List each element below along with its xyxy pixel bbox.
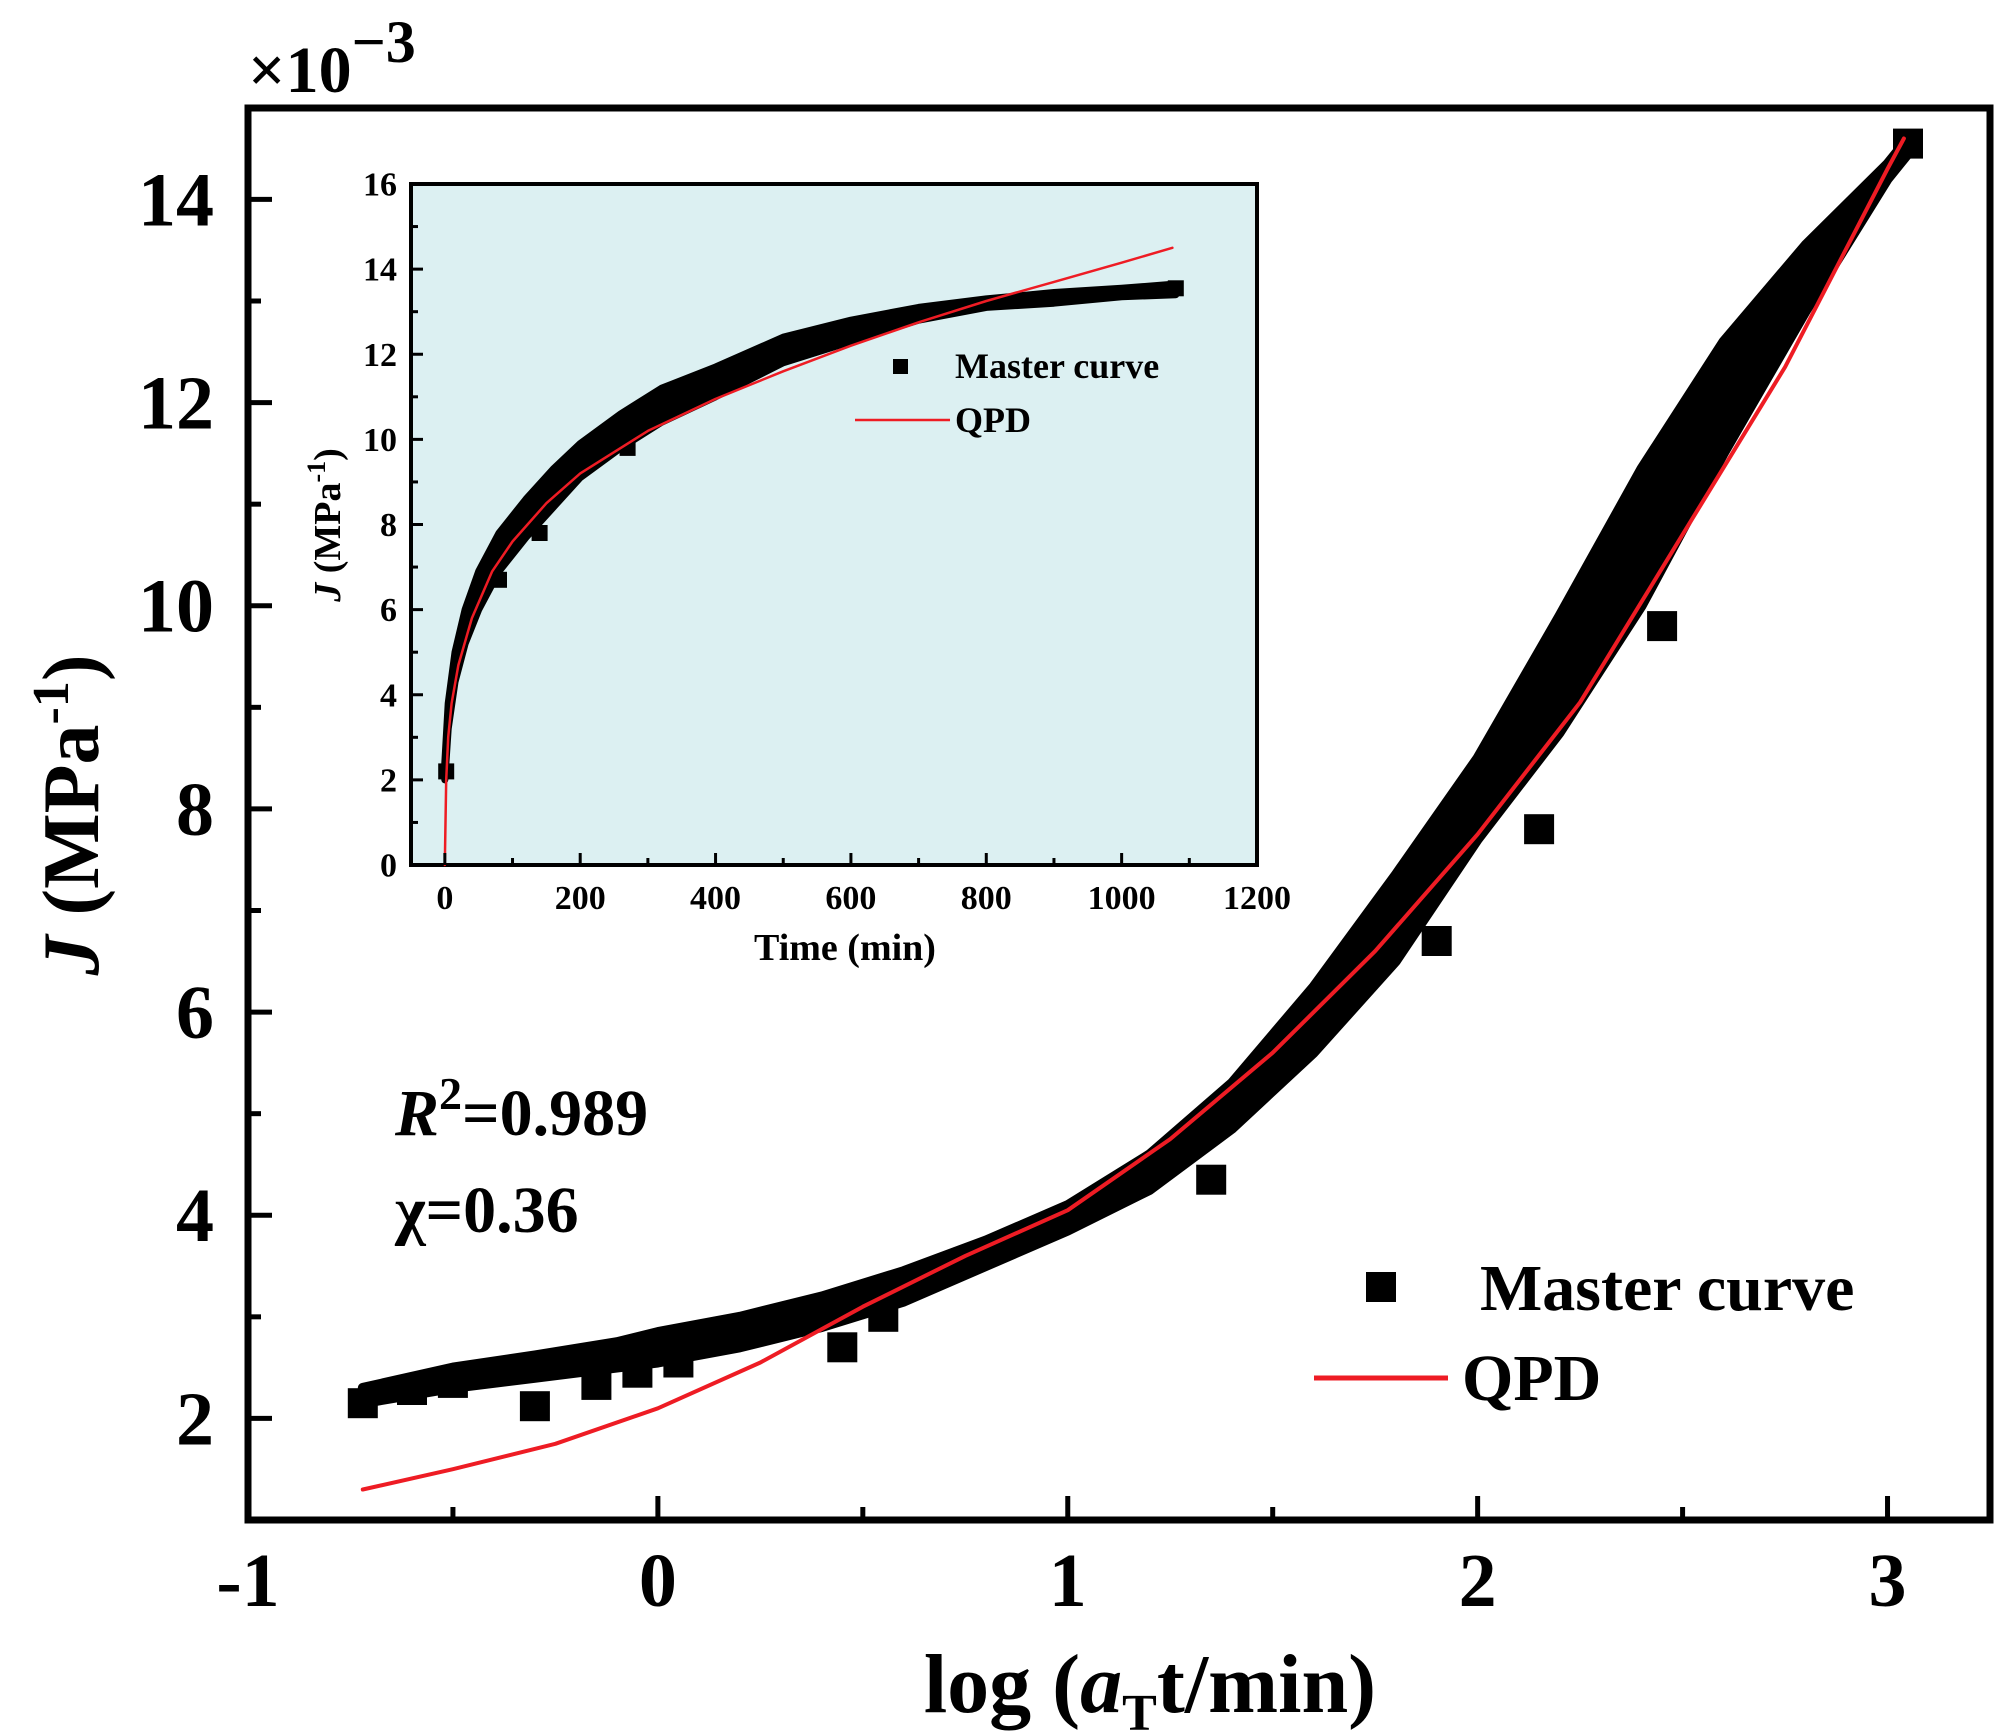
main-legend-label-qpd: QPD xyxy=(1462,1342,1601,1415)
inset-qpd-line xyxy=(443,246,1174,867)
main-qpd-line xyxy=(360,136,1906,1492)
main-master-curve-point xyxy=(1647,611,1678,642)
multiplier-prefix: ×10 xyxy=(248,34,352,107)
main-master-curve-point xyxy=(1196,1164,1227,1195)
main-x-tick-label: 3 xyxy=(1869,1539,1907,1623)
main-y-tick-label: 12 xyxy=(138,361,214,445)
inset-x-tick-label: 200 xyxy=(555,880,606,917)
inset-x-tick-label: 0 xyxy=(436,880,453,917)
main-master-curve-point xyxy=(1524,814,1555,845)
inset-master-curve-point xyxy=(619,439,636,456)
multiplier-exponent: −3 xyxy=(352,9,416,75)
inset-master-curve-point xyxy=(491,571,507,588)
main-y-axis: 2 4 6 8 10 12 14 xyxy=(138,158,272,1461)
main-master-curve-point xyxy=(622,1357,653,1388)
main-y-tick-label: 2 xyxy=(176,1377,214,1461)
inset-y-tick-label: 14 xyxy=(363,252,397,289)
inset-y-axis-label: J (MPa-1) xyxy=(302,448,349,603)
main-qpd-curve xyxy=(360,136,1906,1492)
main-x-axis-label: log (aTt/min) xyxy=(924,1638,1376,1733)
main-legend: Master curve QPD xyxy=(1314,1252,1854,1415)
main-x-tick-label: 2 xyxy=(1459,1539,1497,1623)
main-x-tick-label: 1 xyxy=(1049,1539,1087,1623)
inset-x-tick-label: 1200 xyxy=(1223,880,1291,917)
main-y-tick-label: 6 xyxy=(176,971,214,1055)
inset-y-tick-label: 12 xyxy=(363,337,397,374)
inset-x-axis-label: Time (min) xyxy=(754,927,936,969)
main-y-tick-label: 8 xyxy=(176,768,214,852)
main-master-curve-point xyxy=(519,1391,550,1422)
main-master-curve-point xyxy=(437,1367,468,1398)
inset-x-tick-label: 600 xyxy=(825,880,876,917)
r-squared-annotation: R2=0.989 xyxy=(394,1068,648,1150)
main-master-curve-point xyxy=(827,1332,858,1363)
main-y-tick-label: 14 xyxy=(138,158,214,242)
inset-x-axis: 0 200 400 600 800 1000 1200 xyxy=(436,853,1291,917)
inset-y-tick-label: 2 xyxy=(380,762,397,799)
inset-qpd-curve xyxy=(443,246,1174,867)
inset-x-tick-label: 400 xyxy=(690,880,741,917)
inset-y-axis: 0 2 4 6 8 10 12 14 16 xyxy=(363,167,423,885)
main-master-curve-point xyxy=(868,1301,899,1332)
inset-legend-label-master-curve: Master curve xyxy=(955,346,1159,386)
inset-x-tick-label: 1000 xyxy=(1088,880,1156,917)
inset-x-tick-label: 800 xyxy=(961,880,1012,917)
inset-plot: 0 200 400 600 800 1000 1200 0 2 4 6 8 10 12 14 16 Time… xyxy=(302,167,1291,969)
inset-y-tick-label: 4 xyxy=(380,677,397,714)
inset-master-curve-point xyxy=(531,525,548,541)
y-axis-multiplier: ×10−3 xyxy=(248,9,416,107)
main-master-curve-point xyxy=(663,1347,694,1378)
inset-legend: Master curve QPD xyxy=(855,346,1159,440)
inset-legend-label-qpd: QPD xyxy=(955,400,1031,440)
main-x-tick-label: -1 xyxy=(216,1539,279,1623)
inset-master-curve-point xyxy=(1167,280,1184,297)
inset-y-tick-label: 16 xyxy=(363,167,397,204)
inset-legend-marker xyxy=(893,359,908,374)
main-y-tick-label: 10 xyxy=(138,565,214,649)
main-legend-label-master-curve: Master curve xyxy=(1480,1252,1854,1325)
main-master-curve-point xyxy=(581,1369,612,1400)
main-master-curve-markers xyxy=(347,128,1923,1422)
main-master-curve-point xyxy=(1421,926,1452,956)
main-y-tick-label: 4 xyxy=(176,1174,214,1258)
inset-y-tick-label: 8 xyxy=(380,507,397,544)
inset-y-tick-label: 6 xyxy=(380,592,397,629)
main-x-axis: -1 0 1 2 3 xyxy=(216,1496,1907,1623)
main-legend-marker xyxy=(1366,1272,1396,1302)
main-y-axis-label: J (MPa-1) xyxy=(23,655,116,977)
main-master-curve-point xyxy=(397,1375,427,1405)
chi-annotation: χ=0.36 xyxy=(394,1174,579,1247)
inset-y-tick-label: 0 xyxy=(380,848,397,885)
main-x-tick-label: 0 xyxy=(639,1539,677,1623)
inset-y-tick-label: 10 xyxy=(363,422,397,459)
main-master-curve-point xyxy=(347,1388,378,1419)
